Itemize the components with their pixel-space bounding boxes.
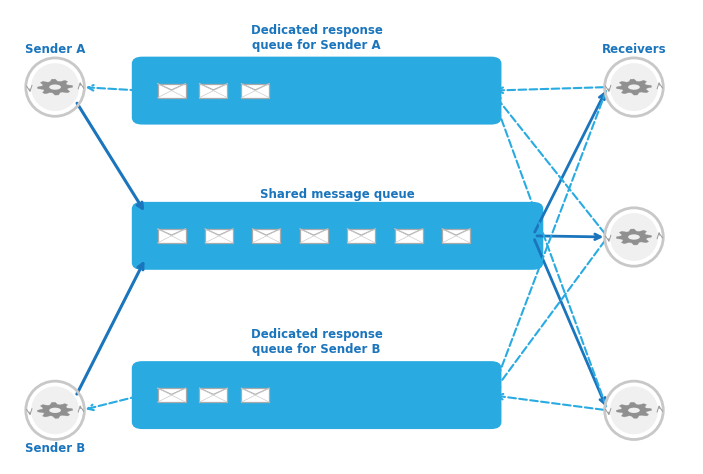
Text: Dedicated response
queue for Sender A: Dedicated response queue for Sender A bbox=[251, 24, 382, 52]
FancyBboxPatch shape bbox=[131, 361, 501, 429]
Polygon shape bbox=[617, 402, 652, 418]
Text: Dedicated response
queue for Sender B: Dedicated response queue for Sender B bbox=[251, 328, 382, 356]
Ellipse shape bbox=[610, 63, 658, 111]
FancyBboxPatch shape bbox=[347, 229, 375, 243]
Ellipse shape bbox=[49, 408, 61, 413]
FancyBboxPatch shape bbox=[241, 388, 269, 402]
FancyBboxPatch shape bbox=[241, 83, 269, 98]
FancyBboxPatch shape bbox=[157, 388, 186, 402]
FancyBboxPatch shape bbox=[200, 83, 227, 98]
Ellipse shape bbox=[628, 84, 640, 90]
FancyBboxPatch shape bbox=[200, 388, 227, 402]
Ellipse shape bbox=[628, 234, 640, 240]
Ellipse shape bbox=[610, 213, 658, 261]
Text: Sender B: Sender B bbox=[25, 442, 85, 455]
Ellipse shape bbox=[31, 63, 79, 111]
FancyBboxPatch shape bbox=[157, 83, 186, 98]
Polygon shape bbox=[617, 79, 652, 95]
Text: Receivers: Receivers bbox=[602, 43, 666, 56]
FancyBboxPatch shape bbox=[300, 229, 328, 243]
Polygon shape bbox=[37, 402, 72, 418]
Ellipse shape bbox=[628, 408, 640, 413]
Text: Shared message queue: Shared message queue bbox=[260, 188, 415, 201]
FancyBboxPatch shape bbox=[205, 229, 233, 243]
FancyBboxPatch shape bbox=[395, 229, 423, 243]
FancyBboxPatch shape bbox=[252, 229, 280, 243]
Text: Sender A: Sender A bbox=[25, 43, 85, 56]
Ellipse shape bbox=[610, 386, 658, 434]
FancyBboxPatch shape bbox=[442, 229, 470, 243]
Polygon shape bbox=[37, 79, 72, 95]
FancyBboxPatch shape bbox=[157, 229, 186, 243]
Ellipse shape bbox=[31, 386, 79, 434]
Ellipse shape bbox=[49, 84, 61, 90]
Polygon shape bbox=[617, 229, 652, 245]
FancyBboxPatch shape bbox=[131, 57, 501, 125]
FancyBboxPatch shape bbox=[131, 202, 543, 270]
